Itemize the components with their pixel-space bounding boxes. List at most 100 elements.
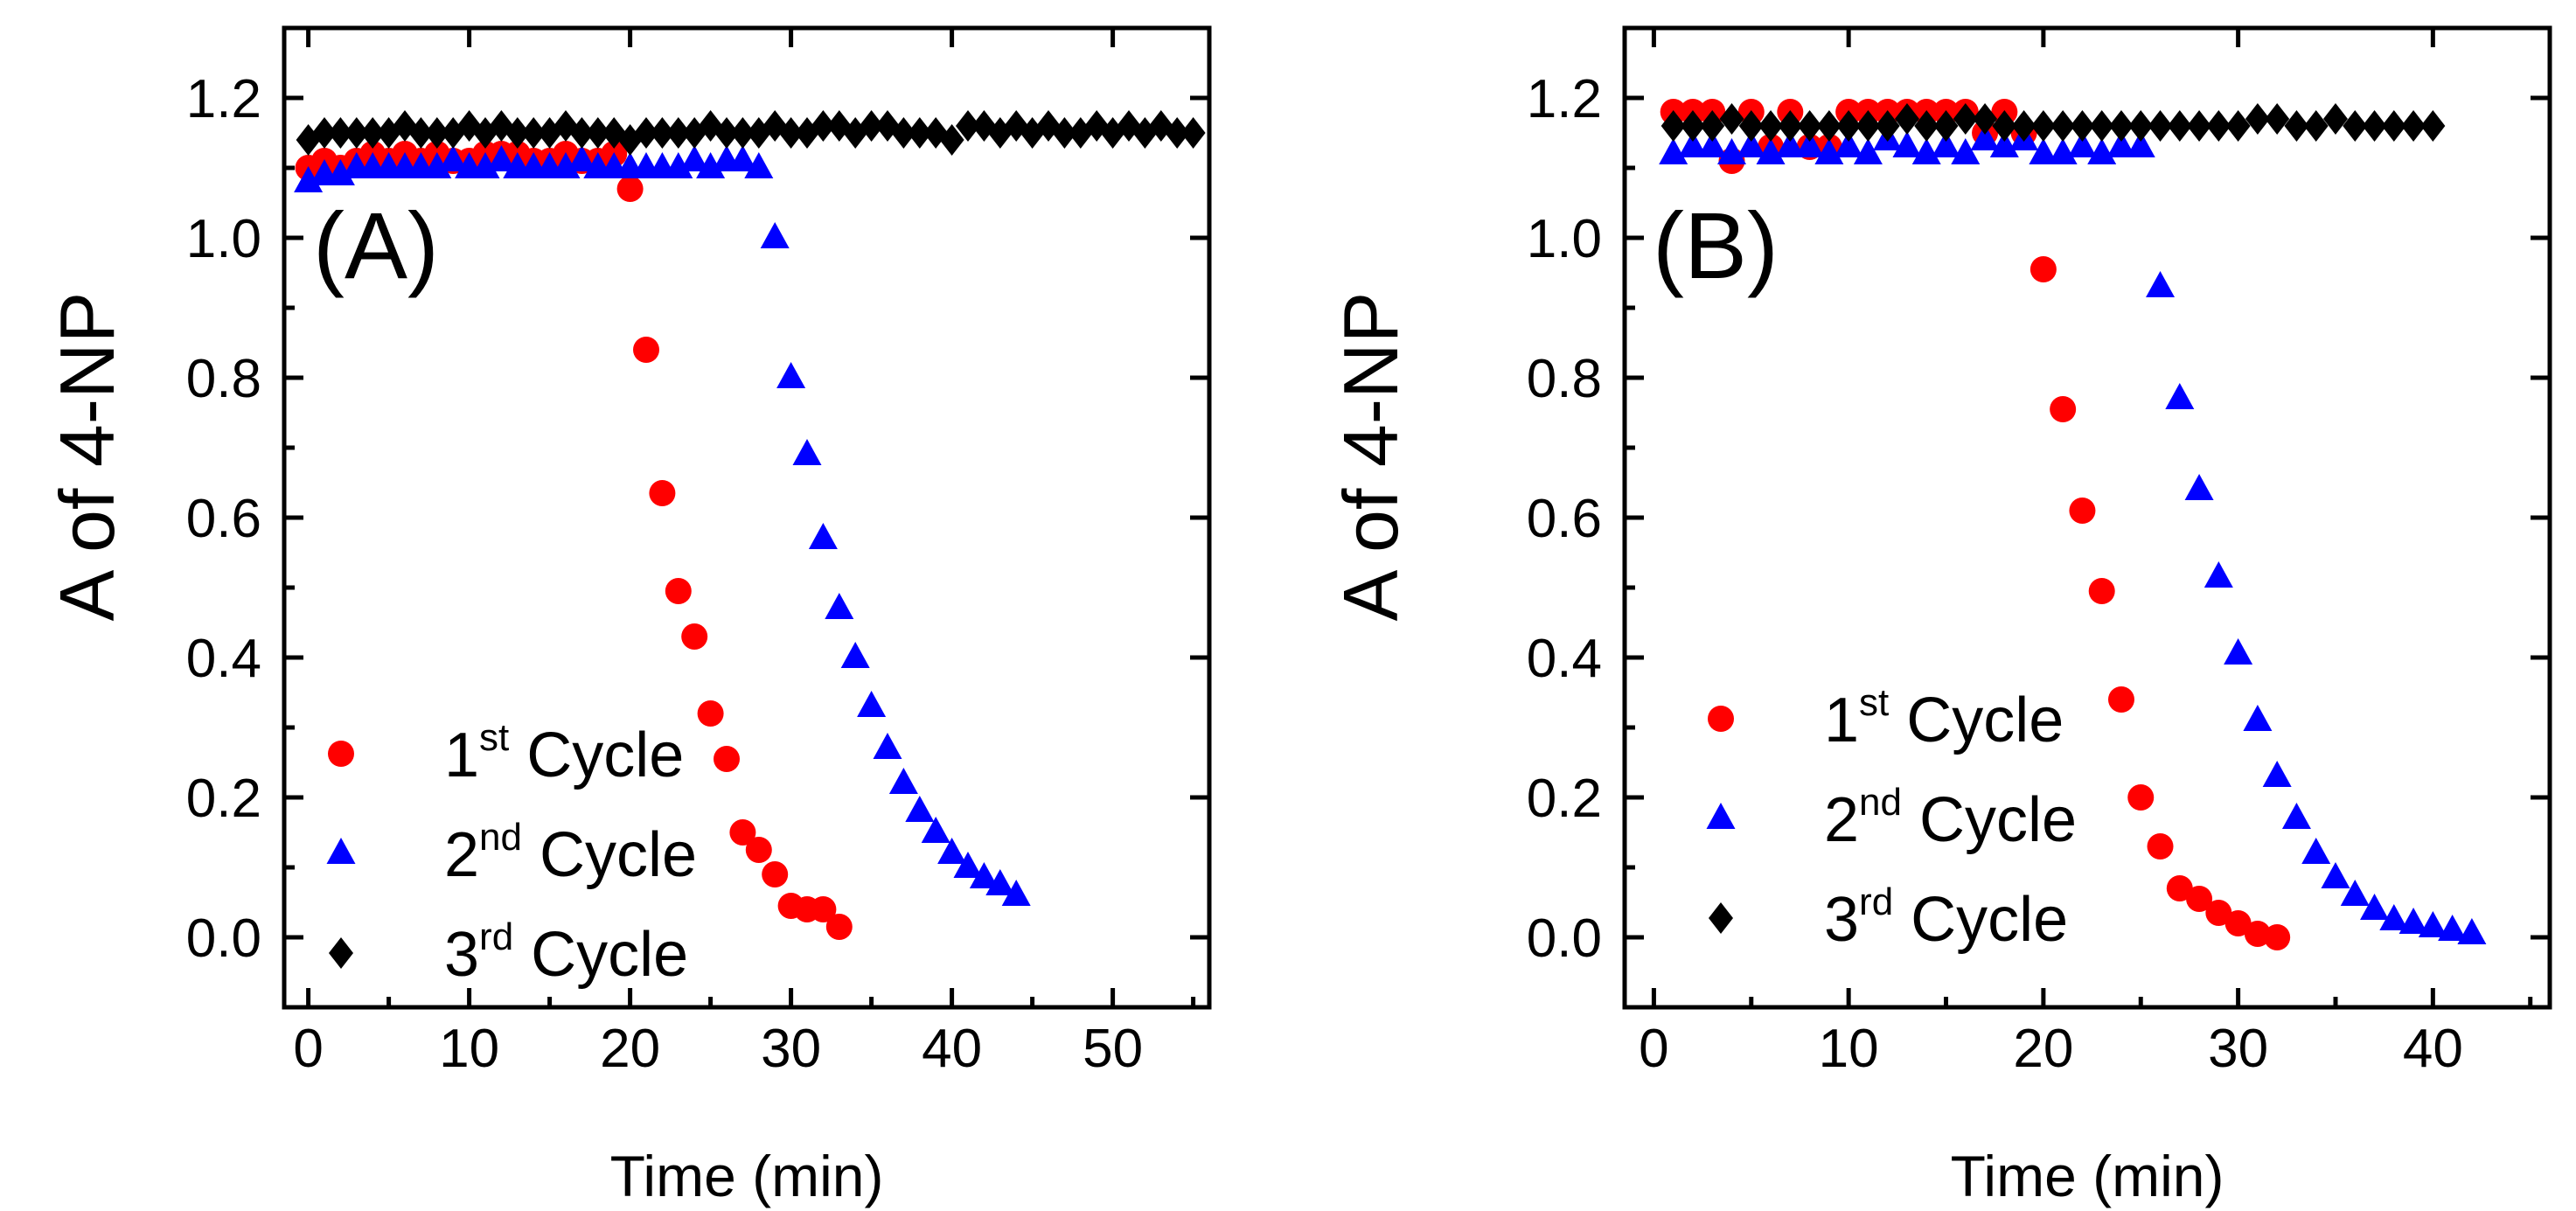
x-tick-label: 20 [2013,1019,2073,1079]
data-point [2206,110,2231,142]
data-point [2204,561,2233,588]
data-point [521,117,547,149]
data-point [1970,124,2000,150]
panel-b: 0 10 20 30 40 0.0 0.2 0.4 0.6 0.8 1.0 1.2 Time (min)… [1327,25,2552,1208]
data-point [939,124,964,156]
data-point [2167,110,2192,142]
data-point [2205,900,2232,926]
data-point [2106,131,2136,157]
data-point [1855,110,1881,142]
data-point [2029,256,2057,282]
data-point [2322,103,2348,135]
data-point [2420,110,2446,142]
data-point [344,117,369,149]
data-point [825,914,853,940]
data-point [811,110,836,142]
data-point [1001,880,1031,906]
data-point [2089,110,2114,142]
data-point [2262,761,2292,787]
data-point [1680,110,1705,142]
data-point [2187,110,2212,142]
data-point [792,439,822,465]
data-point [312,117,337,149]
legend: 1st Cycle 2nd Cycle 3rd Cycle [326,716,697,990]
legend-label: 2nd Cycle [1824,781,2077,855]
data-point [937,838,967,864]
data-point [2011,110,2036,142]
x-tick-label: 40 [2403,1019,2463,1079]
series-triangle [1659,124,2487,944]
data-point [729,819,756,846]
data-point [696,152,726,178]
data-point [569,117,595,149]
legend-label: 3rd Cycle [1824,880,2068,955]
data-point [2321,862,2350,888]
data-point [360,117,386,149]
legend-marker [1709,902,1733,934]
data-point [2029,138,2058,164]
data-point [1797,110,1822,142]
data-point [714,117,739,149]
data-point [1719,103,1744,135]
data-point [294,166,324,192]
data-point [1795,131,1825,157]
data-point [745,837,772,863]
data-point [1659,138,1688,164]
data-point [1853,138,1883,164]
y-tick-label: 0.0 [1527,908,1602,969]
data-point [1892,131,1922,157]
data-point [567,145,596,171]
data-point [585,117,610,149]
data-point [905,796,935,822]
data-point [859,110,884,142]
data-point [1911,138,1941,164]
data-point [2264,924,2291,950]
series-diamond [1660,103,2446,142]
data-point [665,578,692,604]
data-point [2128,110,2154,142]
data-point [2362,110,2387,142]
data-point [438,145,468,171]
y-tick-label: 0.6 [1527,489,1602,549]
data-point [776,362,806,388]
data-point [1932,131,1961,157]
y-tick-label: 1.2 [1527,69,1602,129]
data-point [486,145,516,171]
data-point [1989,131,2019,157]
data-point [470,152,500,178]
data-point [2340,880,2370,906]
data-point [551,152,581,178]
data-point [921,817,950,843]
data-point [325,159,355,185]
legend-label: 3rd Cycle [444,915,688,990]
data-point [2265,103,2290,135]
legend-marker [1708,706,1734,732]
x-axis-title: Time (min) [1951,1144,2224,1208]
x-axis-title: Time (min) [610,1144,884,1208]
data-point [2107,686,2134,713]
data-point [2438,915,2468,941]
data-point [2360,894,2390,920]
data-point [2418,911,2447,937]
data-point [616,176,644,202]
data-point [2069,498,2096,524]
data-point [762,861,789,887]
data-point [649,480,676,506]
data-point [888,768,918,794]
data-point [2030,110,2056,142]
data-point [873,733,902,759]
data-point [1951,138,1981,164]
series-diamond [296,110,1206,156]
data-point [2147,833,2174,860]
data-point [969,862,999,888]
data-point [1165,117,1190,149]
data-point [1775,131,1805,157]
data-point [1678,131,1708,157]
x-tick-label: 30 [2208,1019,2268,1079]
data-point [2303,110,2329,142]
data-point [328,117,353,149]
data-point [1894,103,1919,135]
legend-marker [328,741,354,767]
data-point [1933,110,1959,142]
